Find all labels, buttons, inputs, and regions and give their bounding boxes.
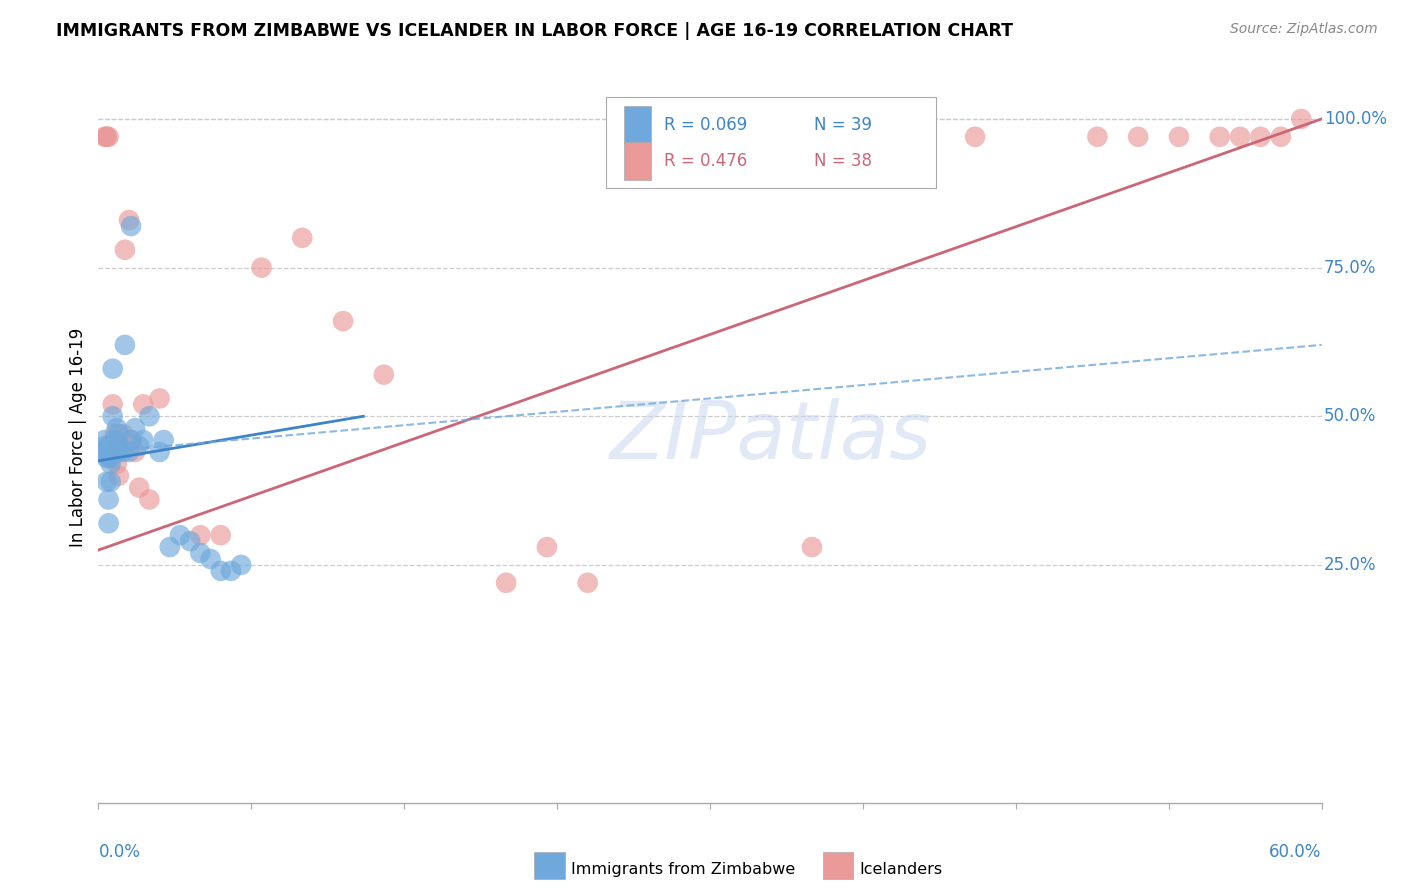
FancyBboxPatch shape xyxy=(624,106,651,144)
Point xyxy=(104,433,127,447)
Point xyxy=(159,540,181,554)
Point xyxy=(1291,112,1313,126)
Point xyxy=(188,528,212,542)
Point xyxy=(100,450,122,465)
Text: N = 39: N = 39 xyxy=(814,116,872,134)
Point xyxy=(96,475,118,489)
Point xyxy=(1209,129,1232,144)
Point xyxy=(100,475,122,489)
Text: R = 0.069: R = 0.069 xyxy=(664,116,747,134)
Point xyxy=(965,129,987,144)
Text: ZIPatlas: ZIPatlas xyxy=(610,398,932,476)
Point xyxy=(111,427,134,442)
Point xyxy=(96,450,118,465)
Point xyxy=(108,445,131,459)
Point xyxy=(200,552,222,566)
Point xyxy=(118,213,141,227)
Point xyxy=(93,439,115,453)
Point xyxy=(231,558,253,572)
Point xyxy=(291,231,314,245)
Point xyxy=(124,421,146,435)
Point xyxy=(97,439,120,453)
Point xyxy=(111,445,134,459)
Point xyxy=(373,368,395,382)
Point xyxy=(188,546,212,560)
Point xyxy=(1270,129,1292,144)
Point xyxy=(128,481,150,495)
Y-axis label: In Labor Force | Age 16-19: In Labor Force | Age 16-19 xyxy=(69,327,87,547)
Point xyxy=(101,361,124,376)
Point xyxy=(104,427,127,442)
Point xyxy=(114,243,136,257)
Point xyxy=(138,492,160,507)
Point xyxy=(118,445,141,459)
Point xyxy=(149,445,172,459)
Point xyxy=(108,468,131,483)
FancyBboxPatch shape xyxy=(624,143,651,180)
Point xyxy=(1085,129,1108,144)
FancyBboxPatch shape xyxy=(606,97,936,188)
Point xyxy=(91,445,114,459)
Point xyxy=(96,129,118,144)
Point xyxy=(128,439,150,453)
Point xyxy=(120,433,142,447)
Point xyxy=(97,450,120,465)
Point xyxy=(101,397,124,411)
Point xyxy=(124,445,146,459)
Point xyxy=(152,433,174,447)
Point xyxy=(132,397,155,411)
Point xyxy=(169,528,191,542)
Point xyxy=(209,528,232,542)
Point xyxy=(1128,129,1150,144)
Point xyxy=(97,516,120,531)
Text: IMMIGRANTS FROM ZIMBABWE VS ICELANDER IN LABOR FORCE | AGE 16-19 CORRELATION CHA: IMMIGRANTS FROM ZIMBABWE VS ICELANDER IN… xyxy=(56,22,1014,40)
Point xyxy=(132,433,155,447)
Point xyxy=(105,457,128,471)
Text: 50.0%: 50.0% xyxy=(1324,408,1376,425)
Point xyxy=(97,492,120,507)
Point xyxy=(93,129,115,144)
Text: 0.0%: 0.0% xyxy=(98,843,141,861)
Point xyxy=(1249,129,1271,144)
Point xyxy=(179,534,201,549)
Point xyxy=(209,564,232,578)
Point xyxy=(495,575,517,590)
Text: 60.0%: 60.0% xyxy=(1270,843,1322,861)
Point xyxy=(114,338,136,352)
Point xyxy=(120,433,142,447)
Point xyxy=(110,439,132,453)
Point xyxy=(93,433,115,447)
Point xyxy=(801,540,824,554)
Point xyxy=(101,409,124,424)
Point xyxy=(1167,129,1189,144)
Point xyxy=(105,421,128,435)
Point xyxy=(108,439,131,453)
Point xyxy=(97,129,120,144)
Point xyxy=(250,260,273,275)
Point xyxy=(332,314,354,328)
Text: R = 0.476: R = 0.476 xyxy=(664,153,747,170)
Text: 25.0%: 25.0% xyxy=(1324,556,1376,574)
Point xyxy=(149,392,172,406)
Point xyxy=(138,409,160,424)
Point xyxy=(100,445,122,459)
Point xyxy=(1229,129,1251,144)
Point xyxy=(96,129,118,144)
Point xyxy=(536,540,558,554)
Text: N = 38: N = 38 xyxy=(814,153,872,170)
Text: Source: ZipAtlas.com: Source: ZipAtlas.com xyxy=(1230,22,1378,37)
Point xyxy=(120,219,142,233)
Point xyxy=(219,564,242,578)
Text: Immigrants from Zimbabwe: Immigrants from Zimbabwe xyxy=(571,863,794,877)
Point xyxy=(576,575,599,590)
Text: Icelanders: Icelanders xyxy=(859,863,942,877)
Point xyxy=(104,445,127,459)
Text: 100.0%: 100.0% xyxy=(1324,110,1388,128)
Text: 75.0%: 75.0% xyxy=(1324,259,1376,277)
Point xyxy=(100,457,122,471)
Point xyxy=(108,427,131,442)
